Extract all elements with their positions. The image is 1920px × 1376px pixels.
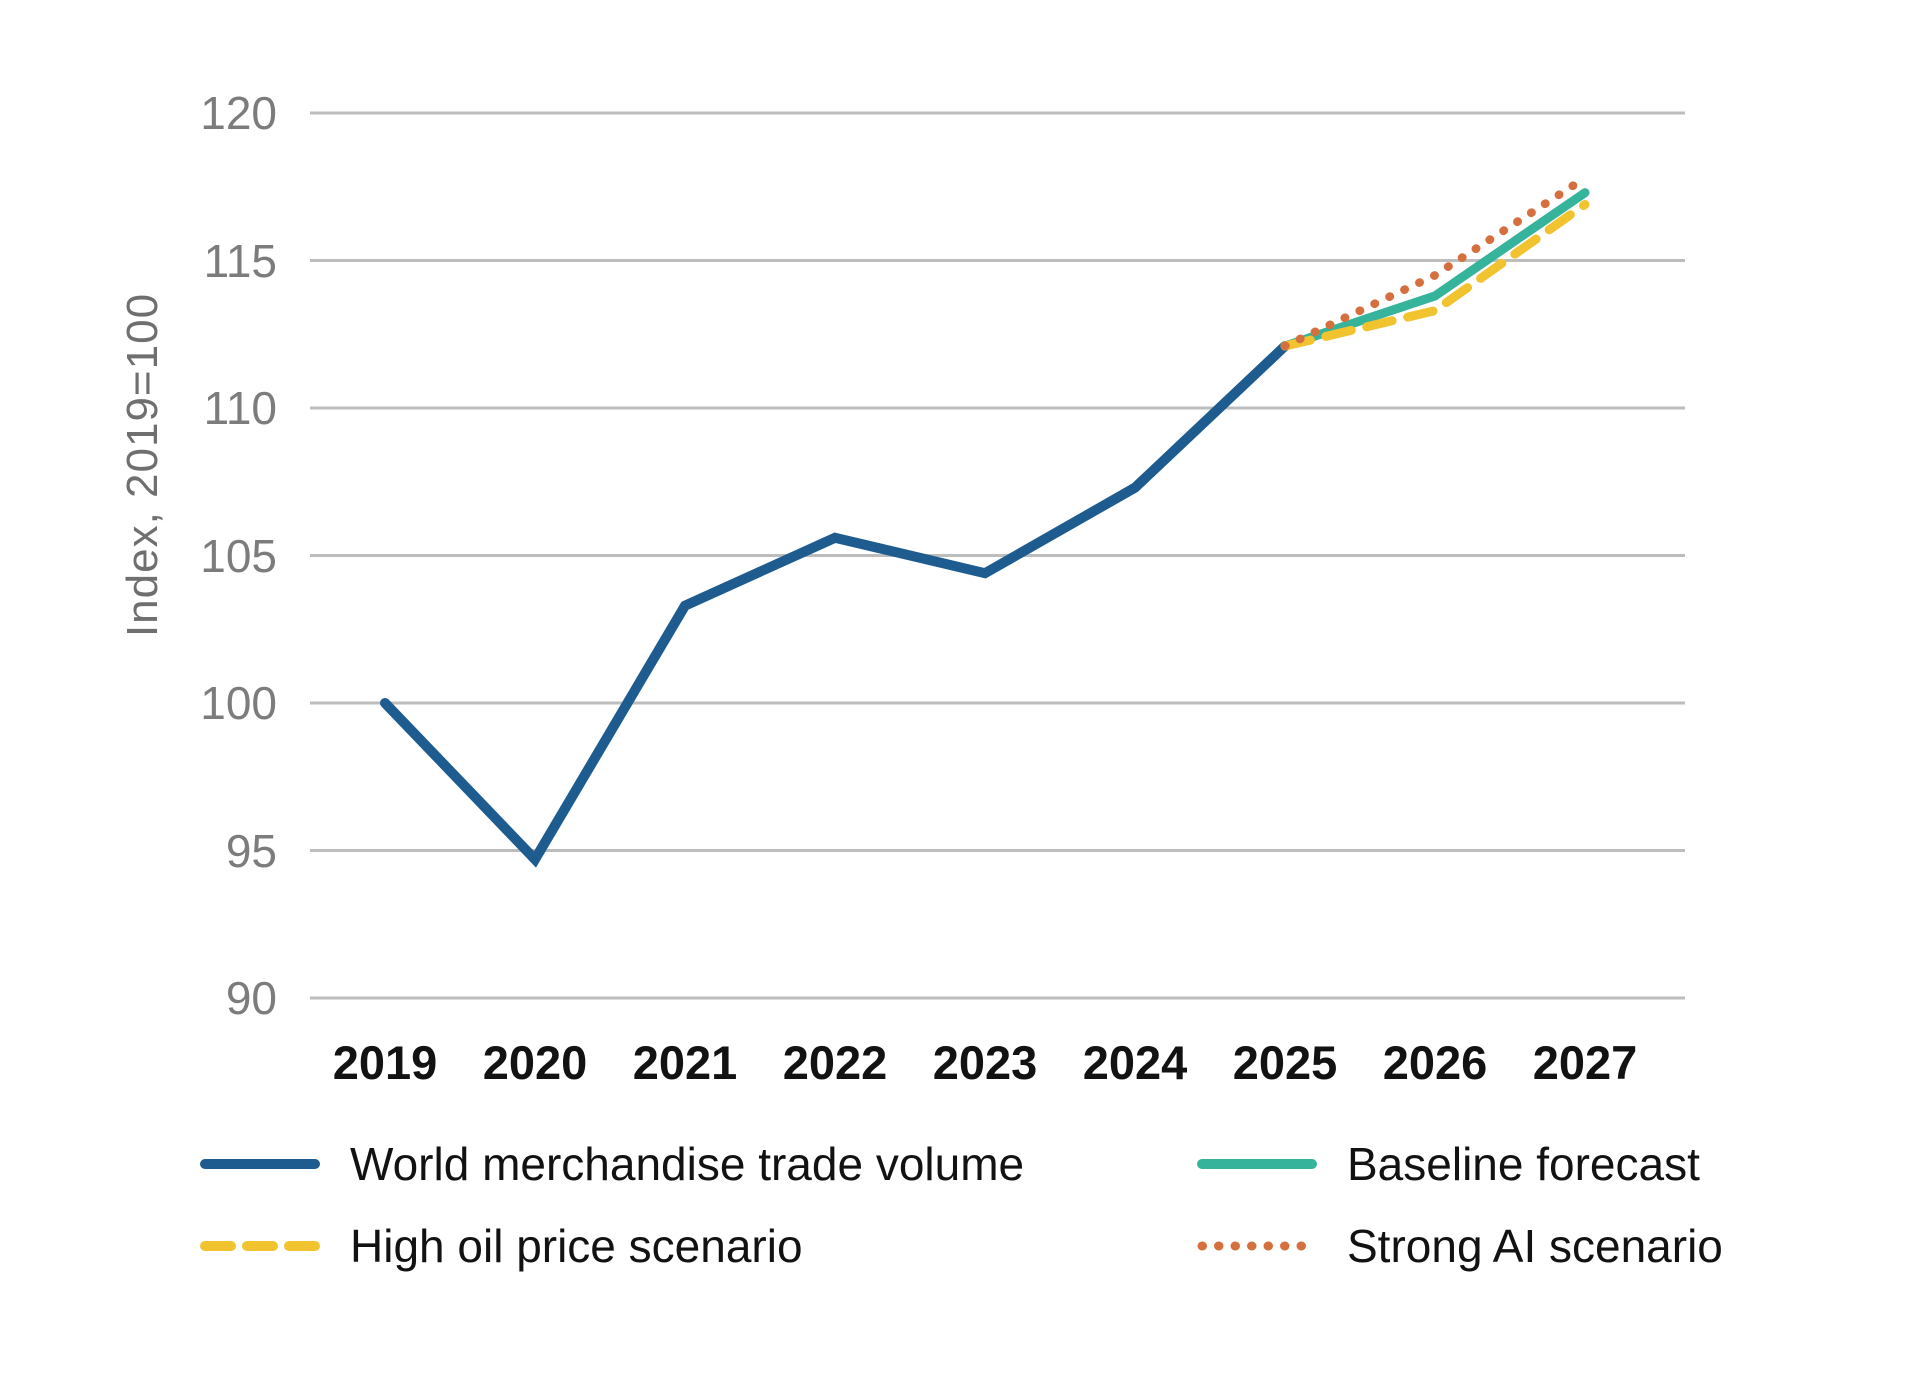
legend-swatch-solid-teal xyxy=(1197,1156,1317,1172)
y-tick-label-100: 100 xyxy=(200,677,277,729)
x-tick-label-2020: 2020 xyxy=(482,1036,588,1089)
legend-swatch-solid-blue xyxy=(200,1156,320,1172)
y-tick-label-120: 120 xyxy=(200,87,277,139)
x-tick-label-2022: 2022 xyxy=(782,1036,888,1089)
legend-swatch-dotted-orange xyxy=(1197,1238,1317,1254)
legend-item-baseline-forecast: Baseline forecast xyxy=(1197,1136,1700,1192)
y-tick-label-115: 115 xyxy=(203,234,277,287)
y-tick-label-110: 110 xyxy=(203,382,277,434)
legend-label: Baseline forecast xyxy=(1347,1138,1700,1190)
legend-label: High oil price scenario xyxy=(350,1220,803,1272)
x-tick-label-2023: 2023 xyxy=(932,1036,1038,1089)
x-tick-label-2027: 2027 xyxy=(1532,1036,1638,1089)
series-line-0 xyxy=(380,341,1290,868)
legend-item-high-oil-price: High oil price scenario xyxy=(200,1218,803,1274)
x-tick-label-2021: 2021 xyxy=(632,1036,738,1089)
y-tick-label-95: 95 xyxy=(225,824,277,877)
legend-label: World merchandise trade volume xyxy=(350,1138,1025,1190)
legend-swatch-dashed-yellow xyxy=(200,1238,320,1254)
y-tick-label-105: 105 xyxy=(200,529,277,582)
series-line-2 xyxy=(1280,199,1590,351)
x-tick-label-2024: 2024 xyxy=(1082,1036,1188,1089)
legend-item-strong-ai: Strong AI scenario xyxy=(1197,1218,1723,1274)
y-axis-title: Index, 2019=100 xyxy=(118,292,167,638)
x-tick-label-2026: 2026 xyxy=(1382,1036,1488,1089)
legend-item-world-trade-volume: World merchandise trade volume xyxy=(200,1136,1024,1192)
y-tick-label-90: 90 xyxy=(225,972,277,1024)
legend-label: Strong AI scenario xyxy=(1347,1220,1723,1272)
series-line-3 xyxy=(1280,173,1590,351)
x-tick-label-2025: 2025 xyxy=(1232,1036,1338,1089)
series-line-1 xyxy=(1280,188,1590,351)
x-tick-label-2019: 2019 xyxy=(332,1036,438,1089)
